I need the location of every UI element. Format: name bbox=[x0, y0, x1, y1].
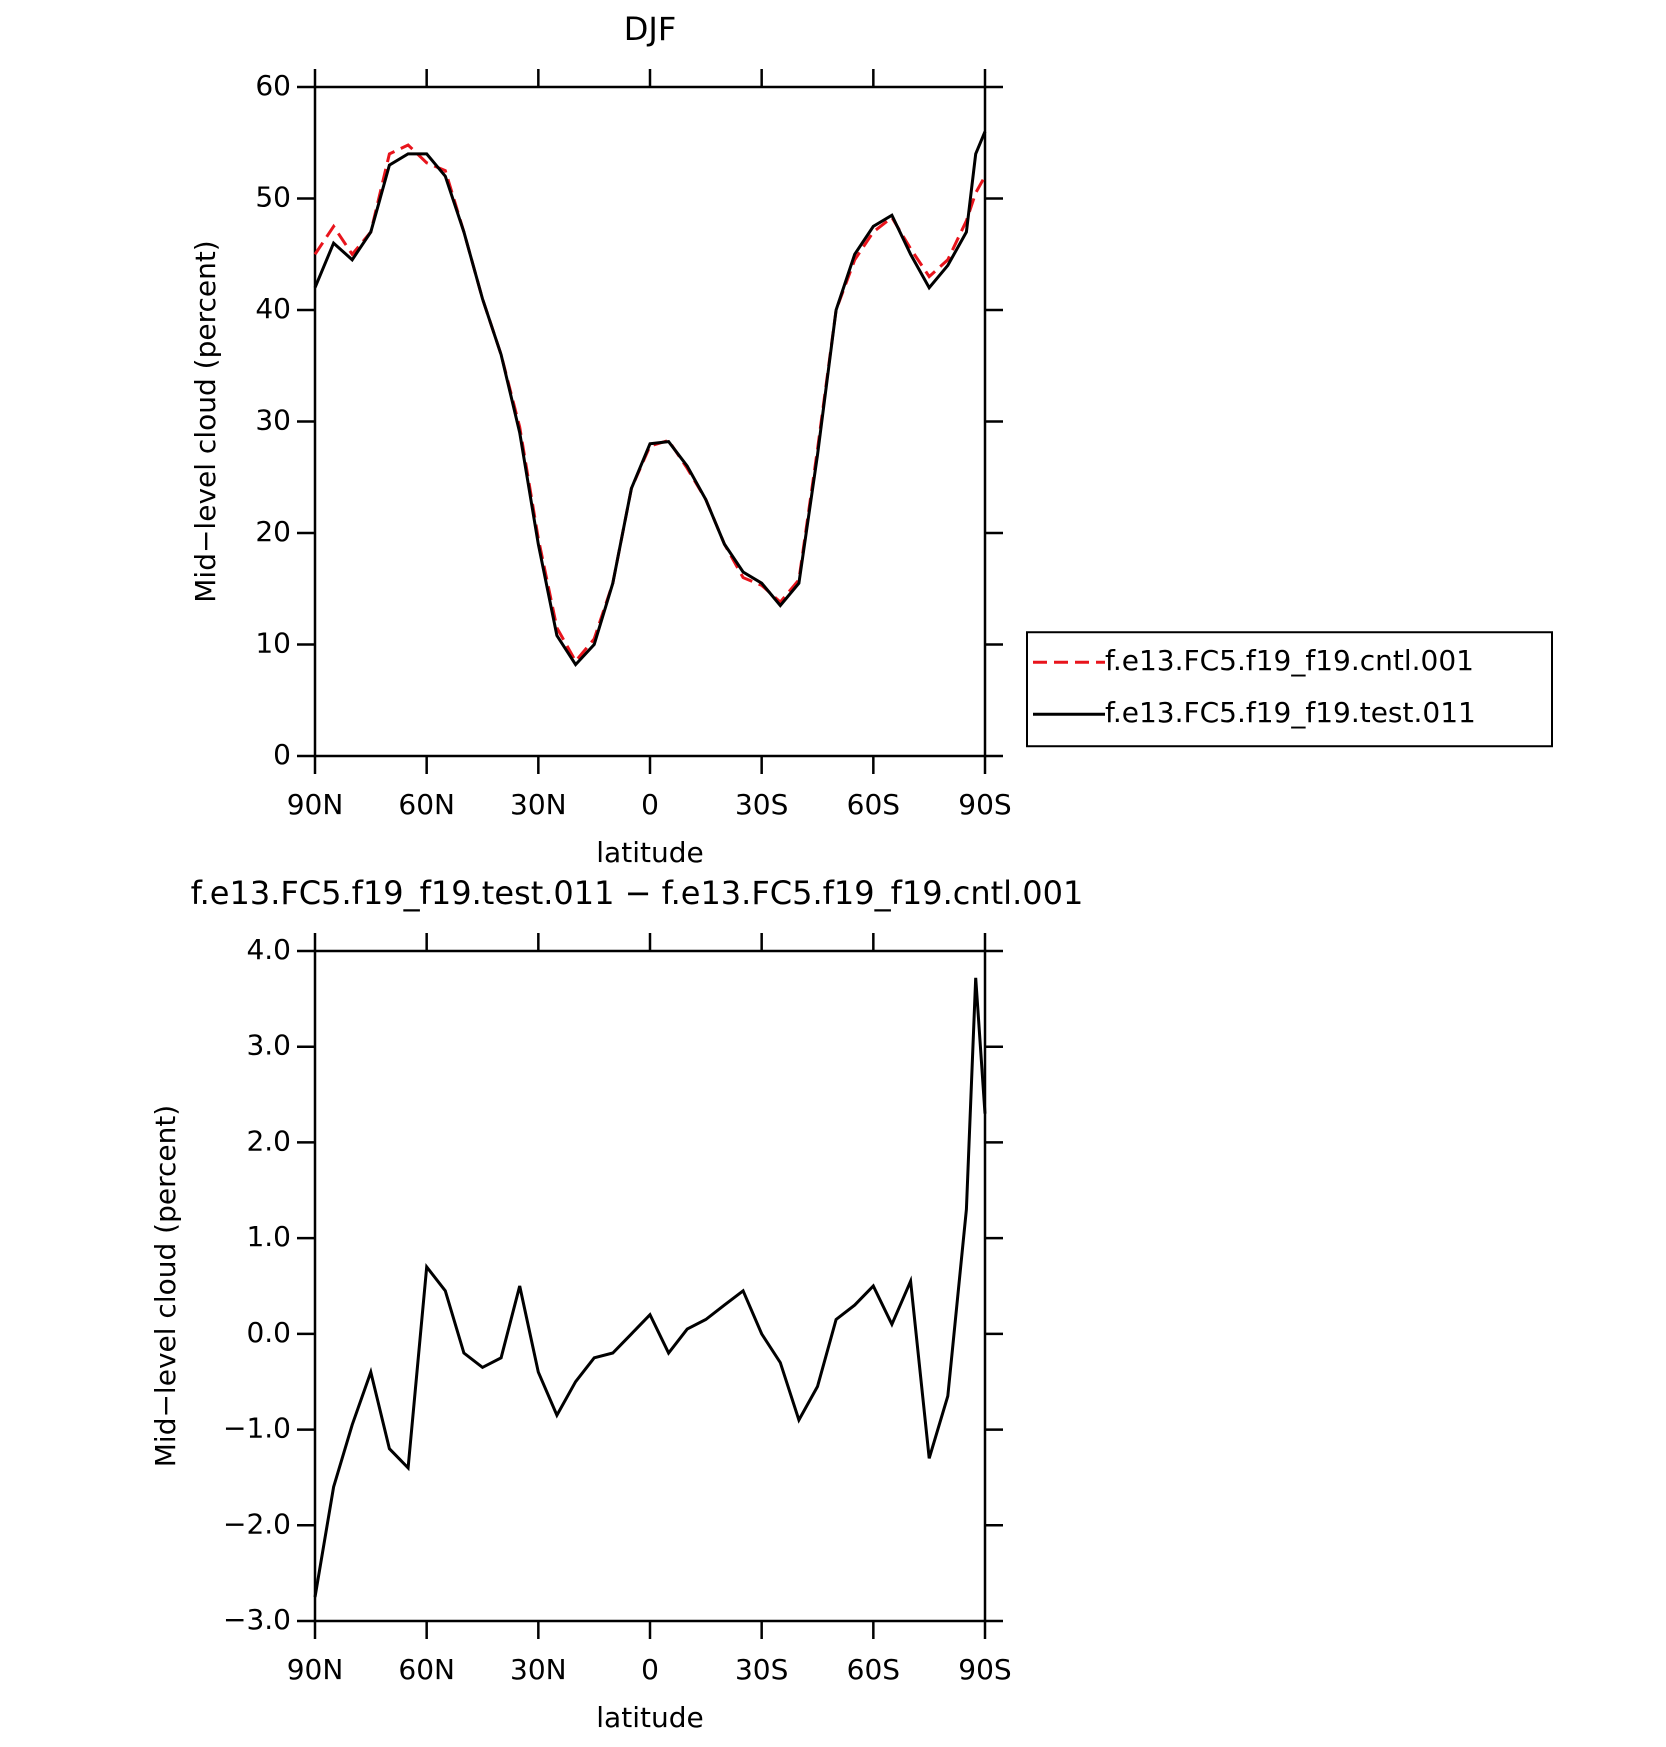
y-tick-label: 2.0 bbox=[246, 1124, 291, 1157]
y-tick-label: 40 bbox=[255, 292, 291, 325]
x-tick-label: 30S bbox=[735, 1653, 788, 1686]
x-tick-label: 60S bbox=[847, 1653, 900, 1686]
y-tick-label: −1.0 bbox=[223, 1412, 291, 1445]
x-tick-label: 90N bbox=[287, 1653, 344, 1686]
y-tick-label: 50 bbox=[255, 181, 291, 214]
y-tick-label: 0.0 bbox=[246, 1316, 291, 1349]
series-line bbox=[313, 131, 987, 668]
legend-label: f.e13.FC5.f19_f19.test.011 bbox=[1105, 696, 1476, 729]
y-tick-label: 0 bbox=[273, 738, 291, 771]
x-tick-label: 0 bbox=[641, 788, 659, 821]
x-tick-label: 90N bbox=[287, 788, 344, 821]
x-tick-label: 0 bbox=[641, 1653, 659, 1686]
series-line bbox=[313, 143, 987, 664]
y-tick-label: −2.0 bbox=[223, 1507, 291, 1540]
y-axis-label: Mid−level cloud (percent) bbox=[149, 1105, 182, 1467]
plot-frame bbox=[313, 949, 987, 1623]
chart-title: DJF bbox=[624, 10, 676, 48]
plot-frame bbox=[313, 85, 987, 758]
legend-box bbox=[1026, 631, 1553, 748]
x-tick-label: 30N bbox=[510, 1653, 567, 1686]
y-tick-label: 1.0 bbox=[246, 1220, 291, 1253]
x-axis-label: latitude bbox=[596, 836, 703, 869]
x-tick-label: 60N bbox=[398, 1653, 455, 1686]
x-tick-label: 90S bbox=[958, 1653, 1011, 1686]
x-axis-label: latitude bbox=[596, 1701, 703, 1734]
x-tick-label: 60N bbox=[398, 788, 455, 821]
legend-label: f.e13.FC5.f19_f19.cntl.001 bbox=[1105, 644, 1474, 677]
y-tick-label: 20 bbox=[255, 515, 291, 548]
x-tick-label: 30N bbox=[510, 788, 567, 821]
y-tick-label: 10 bbox=[255, 627, 291, 660]
x-tick-label: 90S bbox=[958, 788, 1011, 821]
y-tick-label: 60 bbox=[255, 69, 291, 102]
series-line bbox=[313, 977, 987, 1598]
y-tick-label: 3.0 bbox=[246, 1029, 291, 1062]
y-tick-label: −3.0 bbox=[223, 1603, 291, 1636]
y-axis-label: Mid−level cloud (percent) bbox=[189, 240, 222, 602]
y-tick-label: 30 bbox=[255, 404, 291, 437]
x-tick-label: 30S bbox=[735, 788, 788, 821]
chart-title: f.e13.FC5.f19_f19.test.011 − f.e13.FC5.f… bbox=[191, 874, 1084, 912]
y-tick-label: 4.0 bbox=[246, 933, 291, 966]
x-tick-label: 60S bbox=[847, 788, 900, 821]
